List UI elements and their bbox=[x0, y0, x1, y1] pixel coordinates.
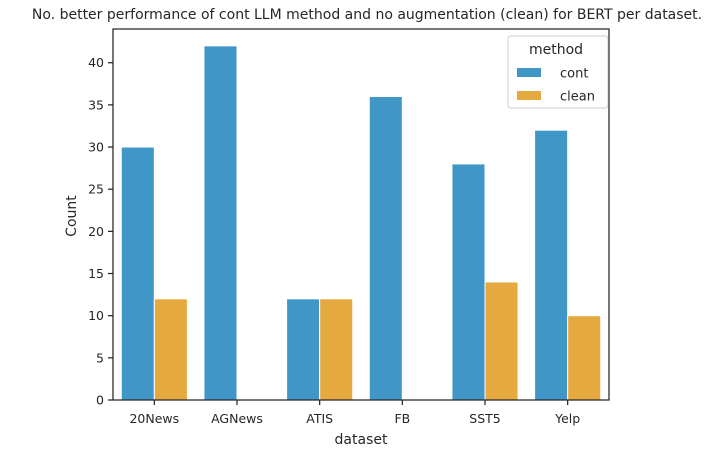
bar-cont-atis bbox=[286, 298, 321, 401]
y-axis-ticks: 0 5 10 15 20 25 30 35 40 bbox=[88, 55, 113, 408]
bar-clean-20news bbox=[153, 298, 188, 401]
legend-swatch-clean bbox=[517, 91, 541, 100]
legend: method cont clean bbox=[507, 35, 609, 109]
bar-cont-yelp bbox=[534, 129, 569, 401]
x-axis-ticks: 20News AGNews ATIS FB SST5 Yelp bbox=[129, 400, 580, 426]
chart-title: No. better performance of cont LLM metho… bbox=[32, 7, 702, 23]
y-tick-label: 25 bbox=[88, 182, 104, 197]
x-tick-label-sst5: SST5 bbox=[469, 411, 500, 426]
x-axis-label: dataset bbox=[335, 432, 388, 448]
y-axis-label: Count bbox=[64, 195, 80, 237]
bar-cont-agnews bbox=[203, 45, 238, 401]
bar-clean-sst5 bbox=[484, 281, 519, 401]
y-tick-label: 0 bbox=[96, 393, 104, 408]
y-tick-label: 35 bbox=[88, 97, 104, 112]
legend-box bbox=[507, 35, 609, 109]
y-tick-label: 40 bbox=[88, 55, 104, 70]
y-tick-label: 15 bbox=[88, 266, 104, 281]
legend-title: method bbox=[529, 42, 583, 58]
legend-label-clean: clean bbox=[560, 90, 595, 105]
legend-swatch-cont bbox=[517, 68, 541, 77]
y-tick-label: 5 bbox=[96, 350, 104, 365]
x-tick-label-yelp: Yelp bbox=[554, 411, 580, 426]
x-tick-label-atis: ATIS bbox=[306, 411, 333, 426]
y-tick-label: 20 bbox=[88, 224, 104, 239]
x-tick-label-agnews: AGNews bbox=[211, 411, 263, 426]
x-tick-label-20news: 20News bbox=[129, 411, 179, 426]
y-tick-label: 30 bbox=[88, 140, 104, 155]
plot-frame bbox=[112, 28, 610, 401]
bar-cont-sst5 bbox=[451, 163, 486, 401]
legend-label-cont: cont bbox=[560, 67, 588, 82]
y-tick-label: 10 bbox=[88, 308, 104, 323]
bars-group bbox=[120, 45, 602, 401]
x-tick-label-fb: FB bbox=[394, 411, 410, 426]
bar-cont-fb bbox=[368, 95, 403, 401]
bar-clean-yelp bbox=[567, 315, 602, 401]
bar-cont-20news bbox=[120, 146, 155, 401]
bar-clean-atis bbox=[319, 298, 354, 401]
